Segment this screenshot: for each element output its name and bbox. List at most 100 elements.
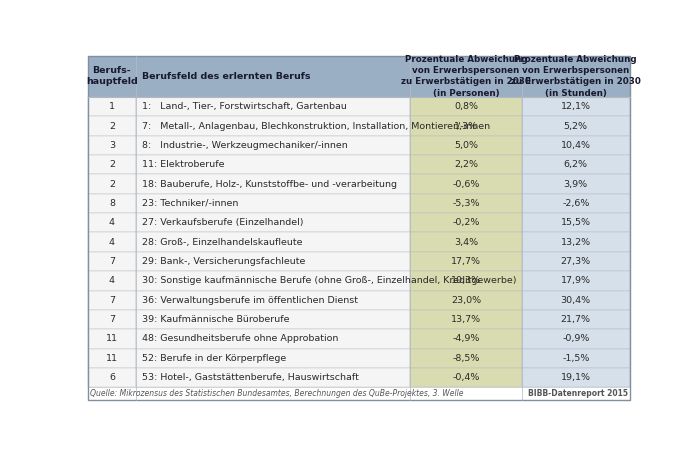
Text: 11: 11 xyxy=(106,354,118,363)
Bar xyxy=(522,349,630,368)
Text: 3: 3 xyxy=(109,141,115,150)
Bar xyxy=(88,368,136,387)
Bar xyxy=(136,368,410,387)
Bar xyxy=(522,232,630,252)
Text: 3,9%: 3,9% xyxy=(564,179,588,189)
Text: 13,7%: 13,7% xyxy=(451,315,481,324)
Text: 27,3%: 27,3% xyxy=(561,257,591,266)
Bar xyxy=(522,194,630,213)
Bar xyxy=(88,116,136,136)
Text: 8:   Industrie-, Werkzeugmechaniker/-innen: 8: Industrie-, Werkzeugmechaniker/-innen xyxy=(141,141,347,150)
Bar xyxy=(136,349,410,368)
Bar xyxy=(522,116,630,136)
Text: 1: 1 xyxy=(109,102,115,111)
Bar xyxy=(410,271,522,290)
Text: 11: Elektroberufe: 11: Elektroberufe xyxy=(141,160,224,169)
Text: Prozentuale Abweichung
von Erwerbspersonen
zu Erwerbstätigen in 2030
(in Persone: Prozentuale Abweichung von Erwerbsperson… xyxy=(401,55,531,97)
Text: 7: 7 xyxy=(109,296,115,305)
Text: 4: 4 xyxy=(109,276,115,285)
Bar xyxy=(88,271,136,290)
Text: 11: 11 xyxy=(106,335,118,343)
Text: 17,7%: 17,7% xyxy=(451,257,481,266)
Bar xyxy=(88,56,136,97)
Bar xyxy=(136,136,410,155)
Bar xyxy=(136,271,410,290)
Bar xyxy=(410,329,522,349)
Text: 5,0%: 5,0% xyxy=(454,141,478,150)
Text: -5,3%: -5,3% xyxy=(452,199,480,208)
Text: 19,1%: 19,1% xyxy=(561,373,591,382)
Text: BIBB-Datenreport 2015: BIBB-Datenreport 2015 xyxy=(528,389,628,398)
Bar xyxy=(522,368,630,387)
Text: -8,5%: -8,5% xyxy=(452,354,480,363)
Bar xyxy=(522,136,630,155)
Bar xyxy=(136,97,410,116)
Text: 52: Berufe in der Körperpflege: 52: Berufe in der Körperpflege xyxy=(141,354,286,363)
Bar xyxy=(88,136,136,155)
Bar xyxy=(136,310,410,329)
Bar xyxy=(522,271,630,290)
Bar xyxy=(410,232,522,252)
Text: 2,2%: 2,2% xyxy=(454,160,478,169)
Bar xyxy=(410,290,522,310)
Bar xyxy=(522,329,630,349)
Bar xyxy=(410,194,522,213)
Text: -4,9%: -4,9% xyxy=(452,335,480,343)
Bar xyxy=(136,213,410,232)
Text: 2: 2 xyxy=(109,122,115,130)
Bar xyxy=(522,290,630,310)
Text: 2: 2 xyxy=(109,160,115,169)
Bar xyxy=(136,155,410,175)
Bar xyxy=(88,232,136,252)
Bar xyxy=(136,290,410,310)
Text: 28: Groß-, Einzelhandelskaufleute: 28: Groß-, Einzelhandelskaufleute xyxy=(141,238,302,247)
Bar xyxy=(522,56,630,97)
Text: 21,7%: 21,7% xyxy=(561,315,591,324)
Text: Quelle: Mikrozensus des Statistischen Bundesamtes, Berechnungen des QuBe-Projekt: Quelle: Mikrozensus des Statistischen Bu… xyxy=(90,389,463,398)
Bar xyxy=(410,116,522,136)
Bar xyxy=(410,310,522,329)
Text: 17,9%: 17,9% xyxy=(561,276,591,285)
Text: 23,0%: 23,0% xyxy=(451,296,481,305)
Bar xyxy=(88,310,136,329)
Text: Berufsfeld des erlernten Berufs: Berufsfeld des erlernten Berufs xyxy=(141,72,310,81)
Bar xyxy=(410,252,522,271)
Bar xyxy=(88,329,136,349)
Text: 6: 6 xyxy=(109,373,115,382)
Text: 36: Verwaltungsberufe im öffentlichen Dienst: 36: Verwaltungsberufe im öffentlichen Di… xyxy=(141,296,358,305)
Text: 53: Hotel-, Gaststättenberufe, Hauswirtschaft: 53: Hotel-, Gaststättenberufe, Hauswirts… xyxy=(141,373,358,382)
Text: 18: Bauberufe, Holz-, Kunststoffbe- und -verarbeitung: 18: Bauberufe, Holz-, Kunststoffbe- und … xyxy=(141,179,397,189)
Bar xyxy=(88,194,136,213)
Text: 48: Gesundheitsberufe ohne Approbation: 48: Gesundheitsberufe ohne Approbation xyxy=(141,335,338,343)
Bar xyxy=(522,252,630,271)
Text: 12,1%: 12,1% xyxy=(561,102,591,111)
Text: Prozentuale Abweichung
von Erwerbspersonen
zu Erwerbstätigen in 2030
(in Stunden: Prozentuale Abweichung von Erwerbsperson… xyxy=(511,55,640,97)
Text: -0,9%: -0,9% xyxy=(562,335,589,343)
Text: 29: Bank-, Versicherungsfachleute: 29: Bank-, Versicherungsfachleute xyxy=(141,257,305,266)
Bar xyxy=(410,175,522,194)
Bar xyxy=(136,116,410,136)
Text: 2: 2 xyxy=(109,179,115,189)
Bar xyxy=(410,213,522,232)
Text: Berufs-
hauptfeld: Berufs- hauptfeld xyxy=(86,66,138,87)
Text: 8: 8 xyxy=(109,199,115,208)
Text: -0,4%: -0,4% xyxy=(452,373,480,382)
Text: 7:   Metall-, Anlagenbau, Blechkonstruktion, Installation, Montierer/-innen: 7: Metall-, Anlagenbau, Blechkonstruktio… xyxy=(141,122,490,130)
Text: 23: Techniker/-innen: 23: Techniker/-innen xyxy=(141,199,238,208)
Text: 10,3%: 10,3% xyxy=(451,276,481,285)
Text: 3,4%: 3,4% xyxy=(454,238,478,247)
Text: 4: 4 xyxy=(109,238,115,247)
Bar xyxy=(136,175,410,194)
Bar xyxy=(88,97,136,116)
Bar xyxy=(88,175,136,194)
Text: 6,2%: 6,2% xyxy=(564,160,588,169)
Bar xyxy=(410,97,522,116)
Bar xyxy=(136,329,410,349)
Text: 39: Kaufmännische Büroberufe: 39: Kaufmännische Büroberufe xyxy=(141,315,289,324)
Bar xyxy=(410,56,522,97)
Text: 7: 7 xyxy=(109,315,115,324)
Bar xyxy=(136,232,410,252)
Text: -0,2%: -0,2% xyxy=(452,218,480,227)
Text: 1,3%: 1,3% xyxy=(454,122,478,130)
Text: 4: 4 xyxy=(109,218,115,227)
